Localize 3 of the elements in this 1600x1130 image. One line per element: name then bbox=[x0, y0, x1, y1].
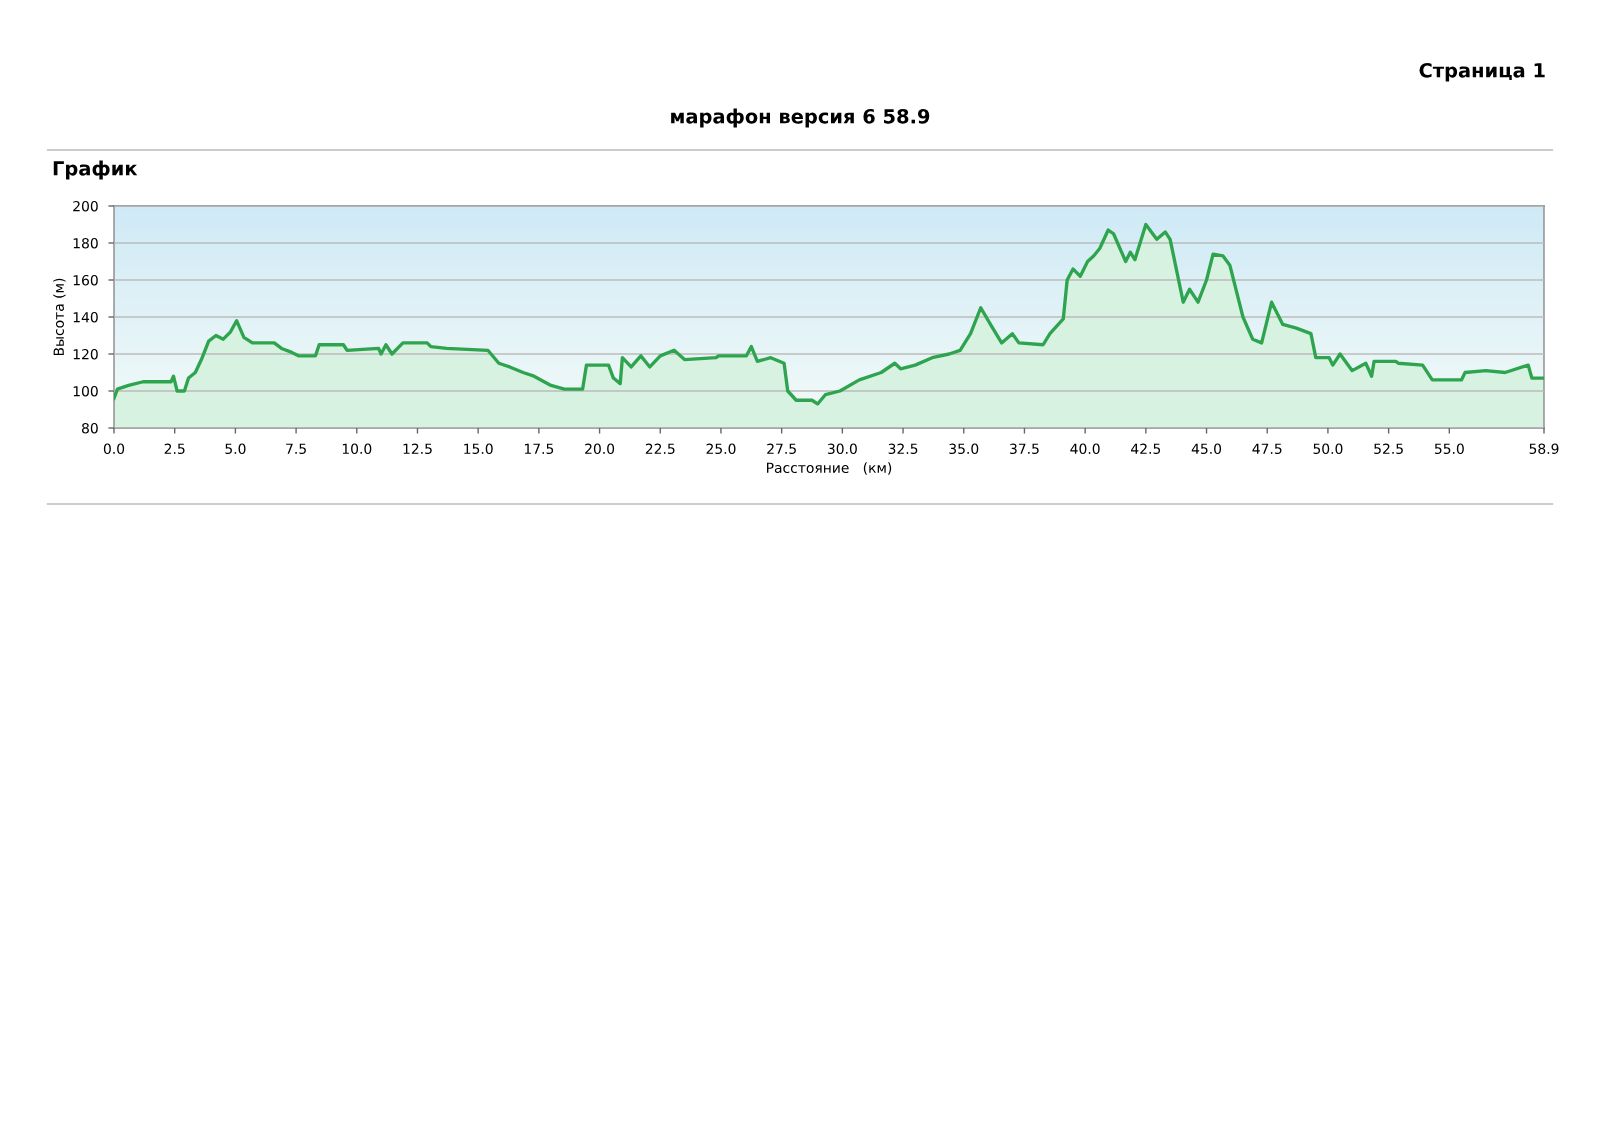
chart-title: марафон версия 6 58.9 bbox=[671, 108, 930, 128]
text: Страница 1 bbox=[1419, 62, 1545, 82]
chart-subtitle: График bbox=[53, 160, 138, 180]
